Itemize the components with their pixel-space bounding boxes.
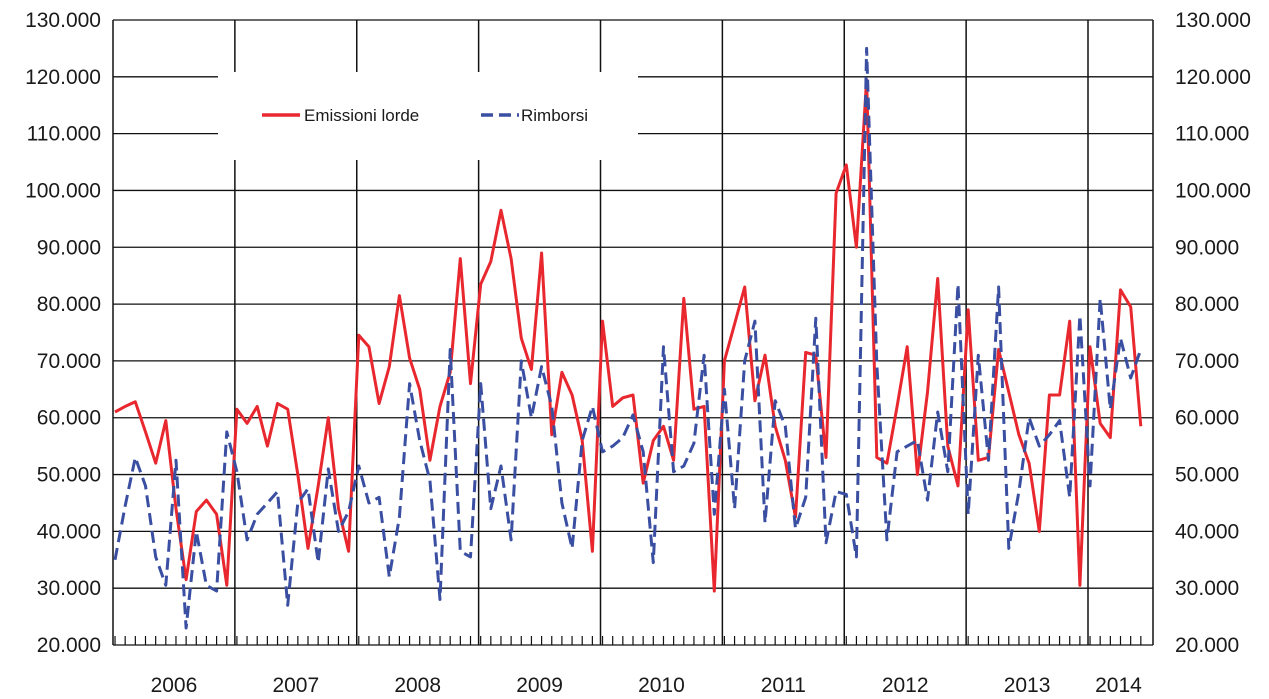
y-tick-label-left: 60.000 [37, 407, 101, 430]
y-tick-label-left: 100.000 [25, 179, 101, 202]
y-tick-label-left: 90.000 [37, 236, 101, 259]
y-tick-label-right: 130.000 [1175, 9, 1251, 32]
y-tick-label-left: 80.000 [37, 293, 101, 316]
y-tick-label-left: 40.000 [37, 520, 101, 543]
axes: 20.000 20.000 30.000 30.000 40.000 40.000 50.0… [25, 9, 1251, 697]
y-tick-label-left: 110.000 [27, 123, 101, 146]
year-label: 2013 [1004, 674, 1051, 697]
y-tick-label-right: 50.000 [1175, 464, 1239, 487]
y-tick-label-right: 30.000 [1175, 577, 1239, 600]
y-tick-label-right: 80.000 [1175, 293, 1239, 316]
series-line-rimborsi [113, 46, 1143, 630]
y-tick-label-right: 100.000 [1175, 179, 1251, 202]
year-label: 2010 [638, 674, 685, 697]
year-label: 2009 [516, 674, 563, 697]
y-tick-label-left: 130.000 [25, 9, 101, 32]
year-label: 2014 [1095, 674, 1142, 697]
year-label: 2012 [882, 674, 929, 697]
series-lines [113, 46, 1143, 630]
legend: Emissioni lorde Rimborsi [218, 72, 638, 160]
year-label: 2011 [761, 674, 806, 697]
year-label: 2006 [151, 674, 198, 697]
y-tick-label-right: 60.000 [1175, 407, 1239, 430]
y-tick-label-right: 110.000 [1175, 123, 1249, 146]
series-line-emissioni-lorde [114, 78, 1143, 593]
year-label: 2008 [394, 674, 441, 697]
y-tick-label-left: 30.000 [37, 577, 101, 600]
y-tick-label-right: 20.000 [1175, 634, 1239, 657]
y-tick-label-left: 20.000 [37, 634, 101, 657]
year-label: 2007 [272, 674, 319, 697]
y-tick-label-right: 70.000 [1175, 350, 1239, 373]
legend-label-emissioni-lorde: Emissioni lorde [304, 106, 419, 125]
y-tick-label-left: 50.000 [37, 464, 101, 487]
y-tick-label-right: 120.000 [1175, 66, 1251, 89]
y-tick-label-left: 120.000 [25, 66, 101, 89]
y-tick-label-right: 40.000 [1175, 520, 1239, 543]
y-tick-label-left: 70.000 [37, 350, 101, 373]
legend-label-rimborsi: Rimborsi [521, 106, 588, 125]
y-tick-label-right: 90.000 [1175, 236, 1239, 259]
